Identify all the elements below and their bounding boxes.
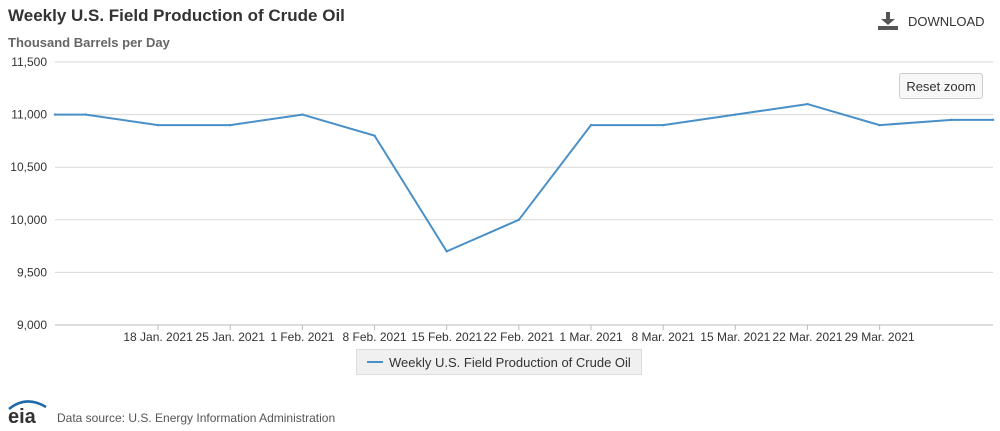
x-tick-label: 1 Feb. 2021 <box>270 330 334 344</box>
x-tick-label: 25 Jan. 2021 <box>196 330 266 344</box>
legend-item[interactable]: Weekly U.S. Field Production of Crude Oi… <box>356 349 642 375</box>
y-tick-label: 10,000 <box>10 213 47 227</box>
download-icon <box>878 12 898 30</box>
data-point[interactable] <box>661 123 665 127</box>
x-tick-label: 15 Mar. 2021 <box>700 330 770 344</box>
x-tick-label: 22 Mar. 2021 <box>772 330 842 344</box>
data-point[interactable] <box>156 123 160 127</box>
download-button[interactable]: DOWNLOAD <box>878 10 985 32</box>
data-source: Data source: U.S. Energy Information Adm… <box>57 411 336 425</box>
legend-label: Weekly U.S. Field Production of Crude Oi… <box>389 354 631 370</box>
x-axis-ticks: 18 Jan. 2021 25 Jan. 2021 1 Feb. 2021 8 Feb… <box>123 325 915 344</box>
data-point[interactable] <box>991 118 995 122</box>
reset-zoom-button[interactable]: Reset zoom <box>899 73 983 99</box>
y-axis-tick-labels: 9,000 9,500 10,000 10,500 11,000 11,500 <box>10 55 47 332</box>
data-point[interactable] <box>734 113 737 116</box>
data-point[interactable] <box>878 123 881 127</box>
data-point[interactable] <box>950 118 953 122</box>
x-tick-label: 1 Mar. 2021 <box>559 330 623 344</box>
data-point[interactable] <box>806 102 809 106</box>
x-tick-label: 8 Feb. 2021 <box>343 330 407 344</box>
data-point[interactable] <box>445 250 448 253</box>
data-point[interactable] <box>229 123 232 127</box>
chart-title: Weekly U.S. Field Production of Crude Oi… <box>8 6 345 25</box>
data-point[interactable] <box>589 123 593 127</box>
eia-logo-text: eia <box>8 406 37 426</box>
grid-lines <box>55 61 993 326</box>
y-tick-label: 9,500 <box>17 265 47 279</box>
chart-subtitle: Thousand Barrels per Day <box>8 35 170 50</box>
line-chart: 9,000 9,500 10,000 10,500 11,000 11,500 18 Ja… <box>10 55 995 344</box>
eia-logo: eia <box>8 400 47 426</box>
x-tick-label: 15 Feb. 2021 <box>411 330 482 344</box>
series-layer <box>53 102 995 253</box>
x-tick-label: 8 Mar. 2021 <box>631 330 695 344</box>
legend-swatch <box>367 361 383 363</box>
data-point[interactable] <box>84 113 88 116</box>
data-point[interactable] <box>373 134 376 137</box>
x-tick-label: 18 Jan. 2021 <box>123 330 193 344</box>
y-tick-label: 11,000 <box>11 108 47 122</box>
data-point[interactable] <box>517 218 521 221</box>
x-tick-label: 29 Mar. 2021 <box>845 330 915 344</box>
y-tick-label: 10,500 <box>10 160 47 174</box>
series-line[interactable] <box>55 103 993 253</box>
data-point[interactable] <box>53 113 57 116</box>
x-tick-label: 22 Feb. 2021 <box>483 330 554 344</box>
y-tick-label: 11,500 <box>11 55 47 69</box>
download-label: DOWNLOAD <box>908 13 985 29</box>
y-tick-label: 9,000 <box>17 318 47 332</box>
data-point[interactable] <box>301 113 304 116</box>
